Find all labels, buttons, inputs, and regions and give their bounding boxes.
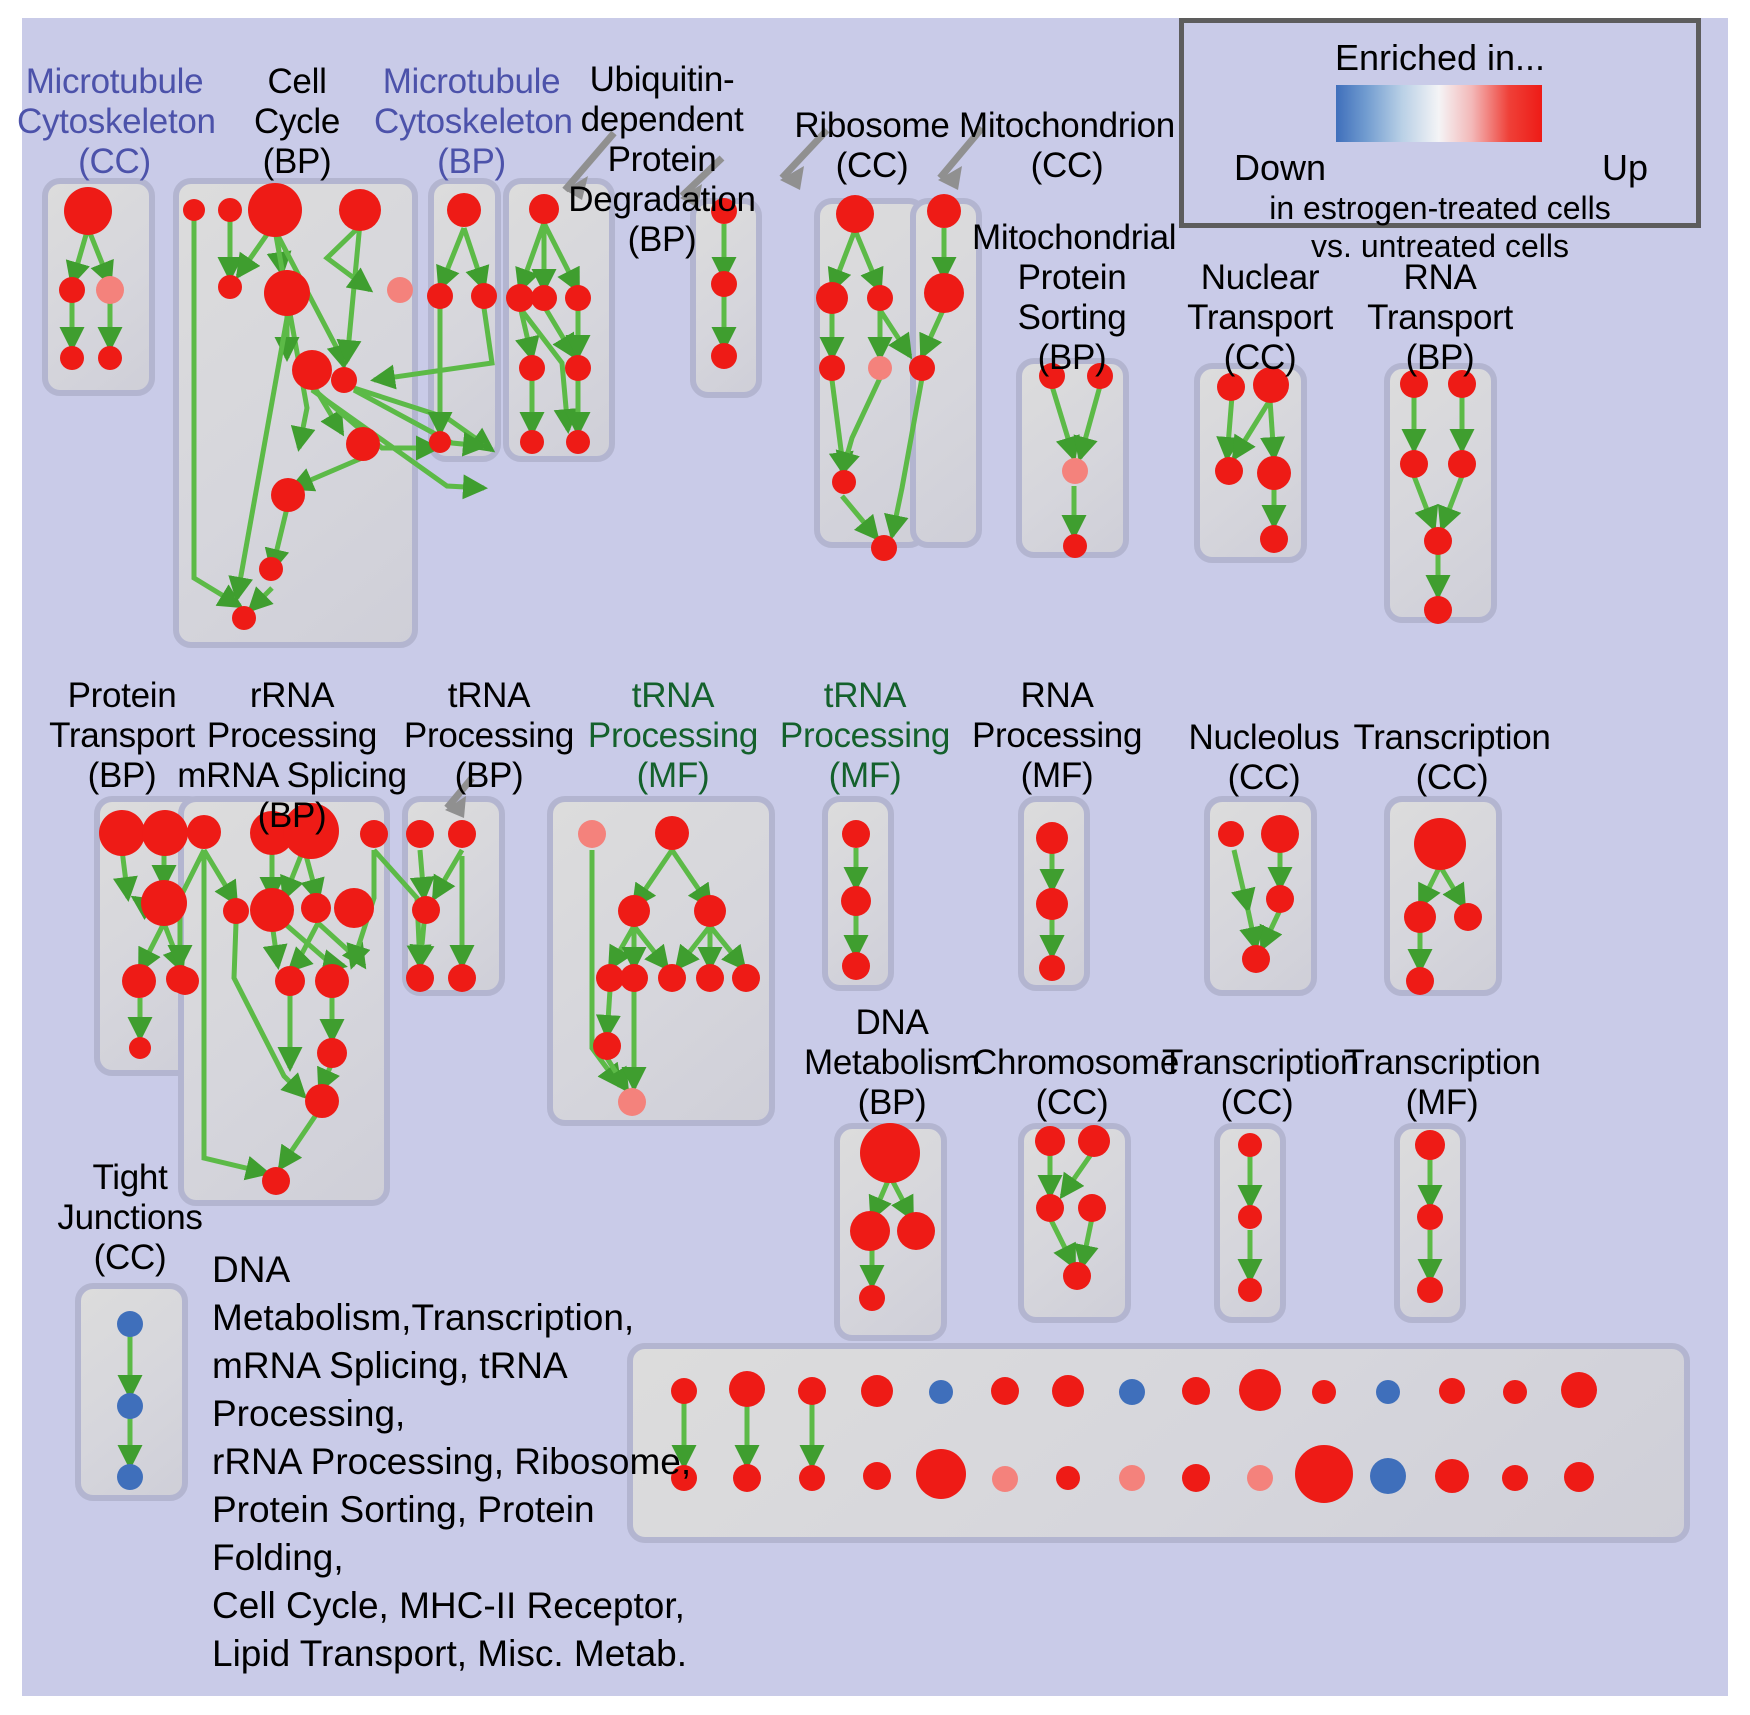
cluster-box-cell-cycle-bp[interactable] bbox=[173, 178, 418, 648]
label-chromosome-cc: Chromosome (CC) bbox=[972, 1043, 1180, 1122]
label-mitochondrial-protein-sorting-bp: Mitochondrial Protein Sorting (BP) bbox=[972, 218, 1177, 377]
label-rna-transport-bp: RNA Transport (BP) bbox=[1367, 258, 1513, 377]
label-nuclear-transport-cc: Nuclear Transport (CC) bbox=[1187, 258, 1333, 377]
label-trna-processing-bp: tRNA Processing (BP) bbox=[403, 676, 575, 795]
legend-down-label: Down bbox=[1234, 147, 1327, 188]
label-transcription-cc-bottom: Transcription (CC) bbox=[1162, 1043, 1360, 1122]
cluster-box-tight-junctions-cc[interactable] bbox=[75, 1283, 188, 1501]
cluster-box-nuclear-transport-cc[interactable] bbox=[1194, 363, 1307, 563]
cluster-box-trna-processing-mf-1[interactable] bbox=[547, 796, 775, 1126]
figure-canvas: Microtubule Cytoskeleton (CC) Cell Cycle… bbox=[17, 18, 1728, 1696]
label-transcription-cc-top: Transcription (CC) bbox=[1353, 718, 1551, 797]
label-trna-processing-mf-2: tRNA Processing (MF) bbox=[779, 676, 951, 795]
cluster-box-rna-processing-mf[interactable] bbox=[1018, 796, 1090, 991]
legend-up-label: Up bbox=[1601, 147, 1648, 188]
legend-subtitle: in estrogen-treated cells vs. untreated … bbox=[1269, 190, 1611, 264]
cluster-box-chromosome-cc[interactable] bbox=[1018, 1123, 1131, 1323]
label-microtubule-cytoskeleton-bp: Microtubule Cytoskeleton (BP) bbox=[374, 62, 573, 181]
label-trna-processing-mf-1: tRNA Processing (MF) bbox=[587, 676, 759, 795]
cluster-box-trna-processing-mf-2[interactable] bbox=[822, 796, 894, 991]
cluster-box-rrna-mrna-bp[interactable] bbox=[178, 796, 390, 1206]
label-microtubule-cytoskeleton-cc: Microtubule Cytoskeleton (CC) bbox=[17, 62, 216, 181]
cluster-box-rna-transport-bp[interactable] bbox=[1384, 363, 1497, 623]
label-rna-processing-mf: RNA Processing (MF) bbox=[972, 676, 1143, 795]
misc-category-list: DNA Metabolism,Transcription, mRNA Splic… bbox=[212, 1249, 692, 1674]
legend-color-gradient bbox=[1336, 85, 1542, 142]
label-cell-cycle-bp: Cell Cycle (BP) bbox=[253, 62, 341, 181]
cluster-box-transcription-mf[interactable] bbox=[1394, 1123, 1466, 1323]
cluster-box-mitochondrial-protein-sorting-bp[interactable] bbox=[1016, 358, 1129, 558]
cluster-box-transcription-cc-bottom[interactable] bbox=[1214, 1123, 1286, 1323]
cluster-box-misc-wide[interactable] bbox=[627, 1343, 1690, 1543]
label-mitochondrion-cc: Mitochondrion (CC) bbox=[959, 106, 1175, 185]
label-ribosome-cc: Ribosome (CC) bbox=[794, 106, 950, 185]
legend-title: Enriched in... bbox=[1334, 37, 1546, 78]
label-dna-metabolism-bp: DNA Metabolism (BP) bbox=[804, 1003, 980, 1122]
cluster-box-dna-metabolism-bp[interactable] bbox=[834, 1123, 947, 1341]
label-transcription-mf: Transcription (MF) bbox=[1343, 1043, 1541, 1122]
label-ubiquitin-protein-degradation-bp: Ubiquitin- dependent Protein Degradation… bbox=[568, 60, 756, 259]
cluster-box-microtubule-cytoskeleton-cc[interactable] bbox=[42, 178, 155, 396]
label-nucleolus-cc: Nucleolus (CC) bbox=[1188, 718, 1340, 797]
cluster-box-microtubule-cytoskeleton-bp[interactable] bbox=[428, 178, 501, 462]
cluster-box-nucleolus-cc[interactable] bbox=[1204, 796, 1317, 996]
label-tight-junctions-cc: Tight Junctions (CC) bbox=[57, 1158, 203, 1277]
cluster-box-transcription-cc-top[interactable] bbox=[1384, 796, 1502, 996]
label-protein-transport-bp: Protein Transport (BP) bbox=[49, 676, 195, 795]
label-rrna-mrna-bp: rRNA Processing mRNA Splicing (BP) bbox=[177, 676, 407, 835]
legend-panel: Enriched in... Down Up in estrogen-treat… bbox=[1179, 18, 1701, 264]
